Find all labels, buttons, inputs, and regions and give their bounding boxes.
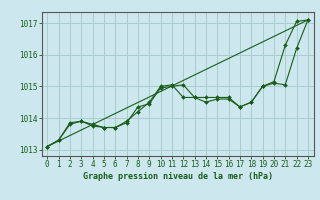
- X-axis label: Graphe pression niveau de la mer (hPa): Graphe pression niveau de la mer (hPa): [83, 172, 273, 181]
